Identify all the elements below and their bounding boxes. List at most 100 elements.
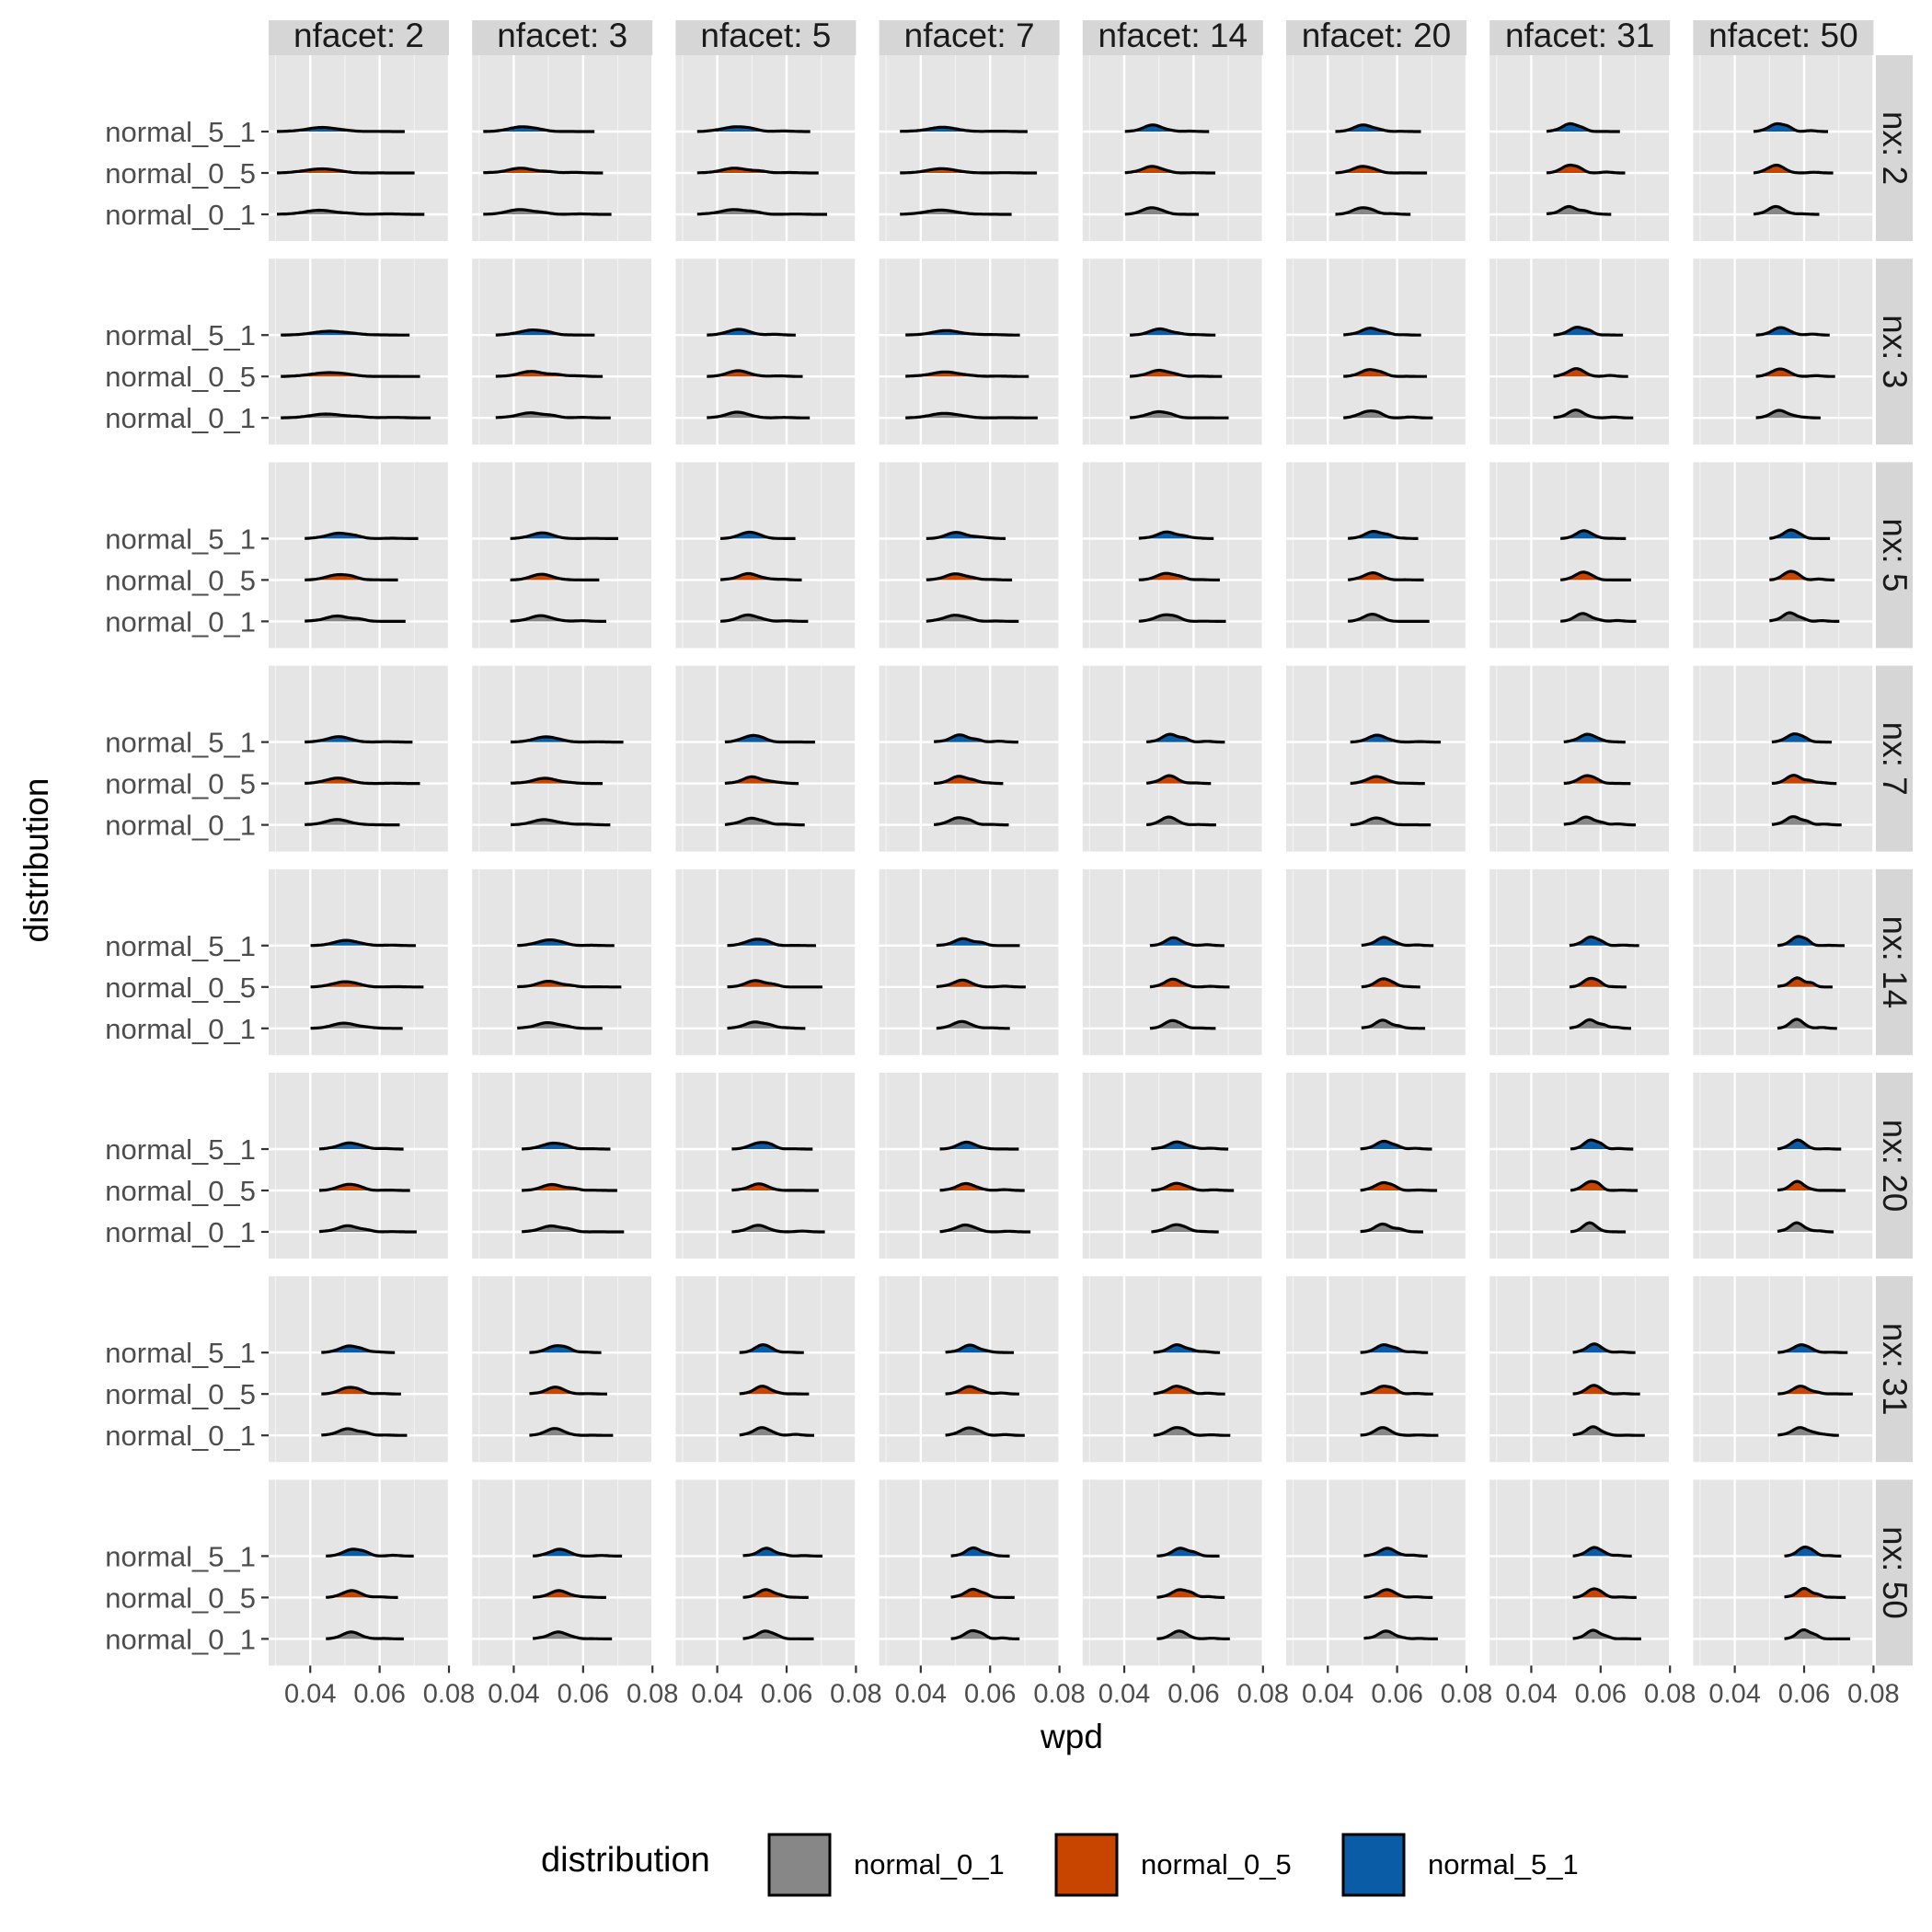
- density-outline-normal_5_1: [936, 937, 1020, 948]
- legend-label: normal_0_5: [1141, 1848, 1292, 1880]
- facet-panel: [879, 868, 1061, 1055]
- density-outline-normal_0_1: [510, 818, 611, 827]
- facet-strip-background: [1876, 868, 1913, 1055]
- facet-strip-background: [1876, 1073, 1913, 1259]
- density-outline-normal_5_1: [1363, 1547, 1429, 1558]
- density-outline-normal_5_1: [310, 938, 416, 948]
- y-tick-label: normal_5_1: [105, 1337, 256, 1369]
- facet-strip-nx: nx: 20: [1876, 1073, 1914, 1259]
- density-outline-normal_5_1: [1777, 1343, 1848, 1354]
- facet-panel: [1082, 1073, 1265, 1259]
- density-outline-normal_5_1: [305, 531, 419, 540]
- density-outline-normal_0_1: [1559, 612, 1637, 623]
- facet-strip-nx: nx: 7: [1876, 665, 1914, 852]
- facet-strip-background: [1876, 259, 1913, 445]
- density-outline-normal_0_5: [1145, 774, 1212, 786]
- x-tick-label: 0.08: [627, 1679, 678, 1708]
- y-tick-label: normal_0_5: [105, 972, 256, 1004]
- density-area-normal_5_1: [1151, 1142, 1229, 1149]
- panel-background: [269, 259, 449, 445]
- y-tick-label: normal_0_1: [105, 402, 256, 434]
- x-tick-label: 0.06: [1575, 1679, 1627, 1708]
- facet-panel: [1286, 462, 1468, 649]
- x-tick-label: 0.08: [1033, 1679, 1085, 1708]
- density-outline-normal_0_5: [719, 571, 802, 581]
- density-outline-normal_5_1: [1149, 936, 1225, 948]
- density-area-normal_0_1: [1553, 409, 1634, 419]
- density-outline-normal_0_5: [1129, 368, 1223, 378]
- legend-entry-normal_0_1: normal_0_1: [767, 1833, 1005, 1897]
- facet-panel: [472, 665, 654, 852]
- facet-panel: [1489, 665, 1672, 852]
- facet-panel: [675, 1276, 857, 1463]
- density-outline-normal_5_1: [939, 1140, 1019, 1151]
- facet-panel: [1489, 1479, 1672, 1666]
- panel-background: [675, 259, 857, 445]
- density-outline-normal_0_5: [707, 369, 803, 378]
- density-outline-normal_0_5: [900, 167, 1038, 175]
- facet-strip-label: nfacet: 2: [293, 17, 424, 54]
- density-outline-normal_0_1: [1153, 1426, 1231, 1437]
- facet-panel: [1693, 1276, 1875, 1463]
- facet-strip-label: nfacet: 5: [700, 17, 831, 54]
- facet-panel: [472, 1276, 654, 1463]
- facet-strip-nfacet: nfacet: 2: [269, 17, 449, 55]
- facet-panel: [1082, 1276, 1265, 1463]
- density-outline-normal_0_5: [739, 1385, 810, 1396]
- facet-panel: [1693, 1073, 1875, 1259]
- legend-swatch: [1054, 1833, 1119, 1897]
- facet-panel: [269, 1073, 451, 1259]
- density-area-normal_0_5: [720, 573, 802, 581]
- panel-background: [1489, 1276, 1671, 1463]
- density-outline-normal_5_1: [905, 328, 1020, 337]
- legend-entry-normal_0_5: normal_0_5: [1054, 1833, 1292, 1897]
- facet-panel: [1286, 1479, 1468, 1666]
- density-outline-normal_0_5: [281, 371, 420, 378]
- facet-strip-background: [675, 20, 857, 55]
- y-tick-label: normal_0_5: [105, 1175, 256, 1207]
- density-outline-normal_0_1: [1572, 1628, 1642, 1640]
- density-area-normal_5_1: [939, 1142, 1019, 1149]
- density-outline-normal_0_1: [325, 1630, 405, 1640]
- density-outline-normal_0_1: [483, 208, 612, 216]
- density-outline-normal_5_1: [1559, 529, 1627, 540]
- density-outline-normal_0_1: [939, 1223, 1031, 1234]
- panel-background: [675, 55, 857, 241]
- density-outline-normal_0_1: [926, 614, 1019, 623]
- density-outline-normal_0_5: [483, 167, 604, 175]
- density-outline-normal_0_5: [1755, 367, 1836, 378]
- density-area-normal_0_5: [1361, 978, 1420, 987]
- density-outline-normal_5_1: [945, 1343, 1015, 1354]
- facet-panel: [1693, 665, 1875, 852]
- facet-panel: [1693, 1479, 1875, 1666]
- facet-strip-background: [269, 20, 449, 55]
- density-outline-normal_0_1: [739, 1426, 815, 1437]
- density-outline-normal_0_1: [1335, 206, 1411, 216]
- panel-background: [269, 665, 449, 852]
- density-outline-normal_5_1: [900, 125, 1028, 133]
- y-tick-label: normal_0_1: [105, 1216, 256, 1248]
- facet-strip-nx: nx: 14: [1876, 868, 1914, 1055]
- density-outline-normal_5_1: [325, 1547, 414, 1558]
- facet-panel: [472, 1073, 654, 1259]
- facet-strip-background: [879, 20, 1060, 55]
- y-tick-label: normal_5_1: [105, 1133, 256, 1166]
- density-outline-normal_0_1: [1156, 1629, 1231, 1640]
- panel-background: [472, 259, 653, 445]
- facet-panel: [1286, 665, 1468, 852]
- density-area-normal_5_1: [905, 330, 1020, 336]
- density-outline-normal_0_5: [529, 1386, 608, 1396]
- density-outline-normal_5_1: [1151, 1140, 1229, 1151]
- density-outline-normal_0_1: [510, 614, 607, 623]
- facet-panel: [675, 1073, 857, 1259]
- density-outline-normal_0_5: [905, 370, 1029, 378]
- density-outline-normal_5_1: [1777, 935, 1846, 948]
- y-tick-label: normal_5_1: [105, 727, 256, 759]
- density-outline-normal_0_1: [1783, 1627, 1851, 1640]
- facet-strip-background: [1876, 462, 1913, 649]
- density-outline-normal_5_1: [510, 531, 618, 540]
- facet-panel: [269, 665, 451, 852]
- facet-strip-nfacet: nfacet: 31: [1489, 17, 1671, 55]
- panel-background: [1693, 868, 1874, 1055]
- facet-panel: [879, 462, 1061, 649]
